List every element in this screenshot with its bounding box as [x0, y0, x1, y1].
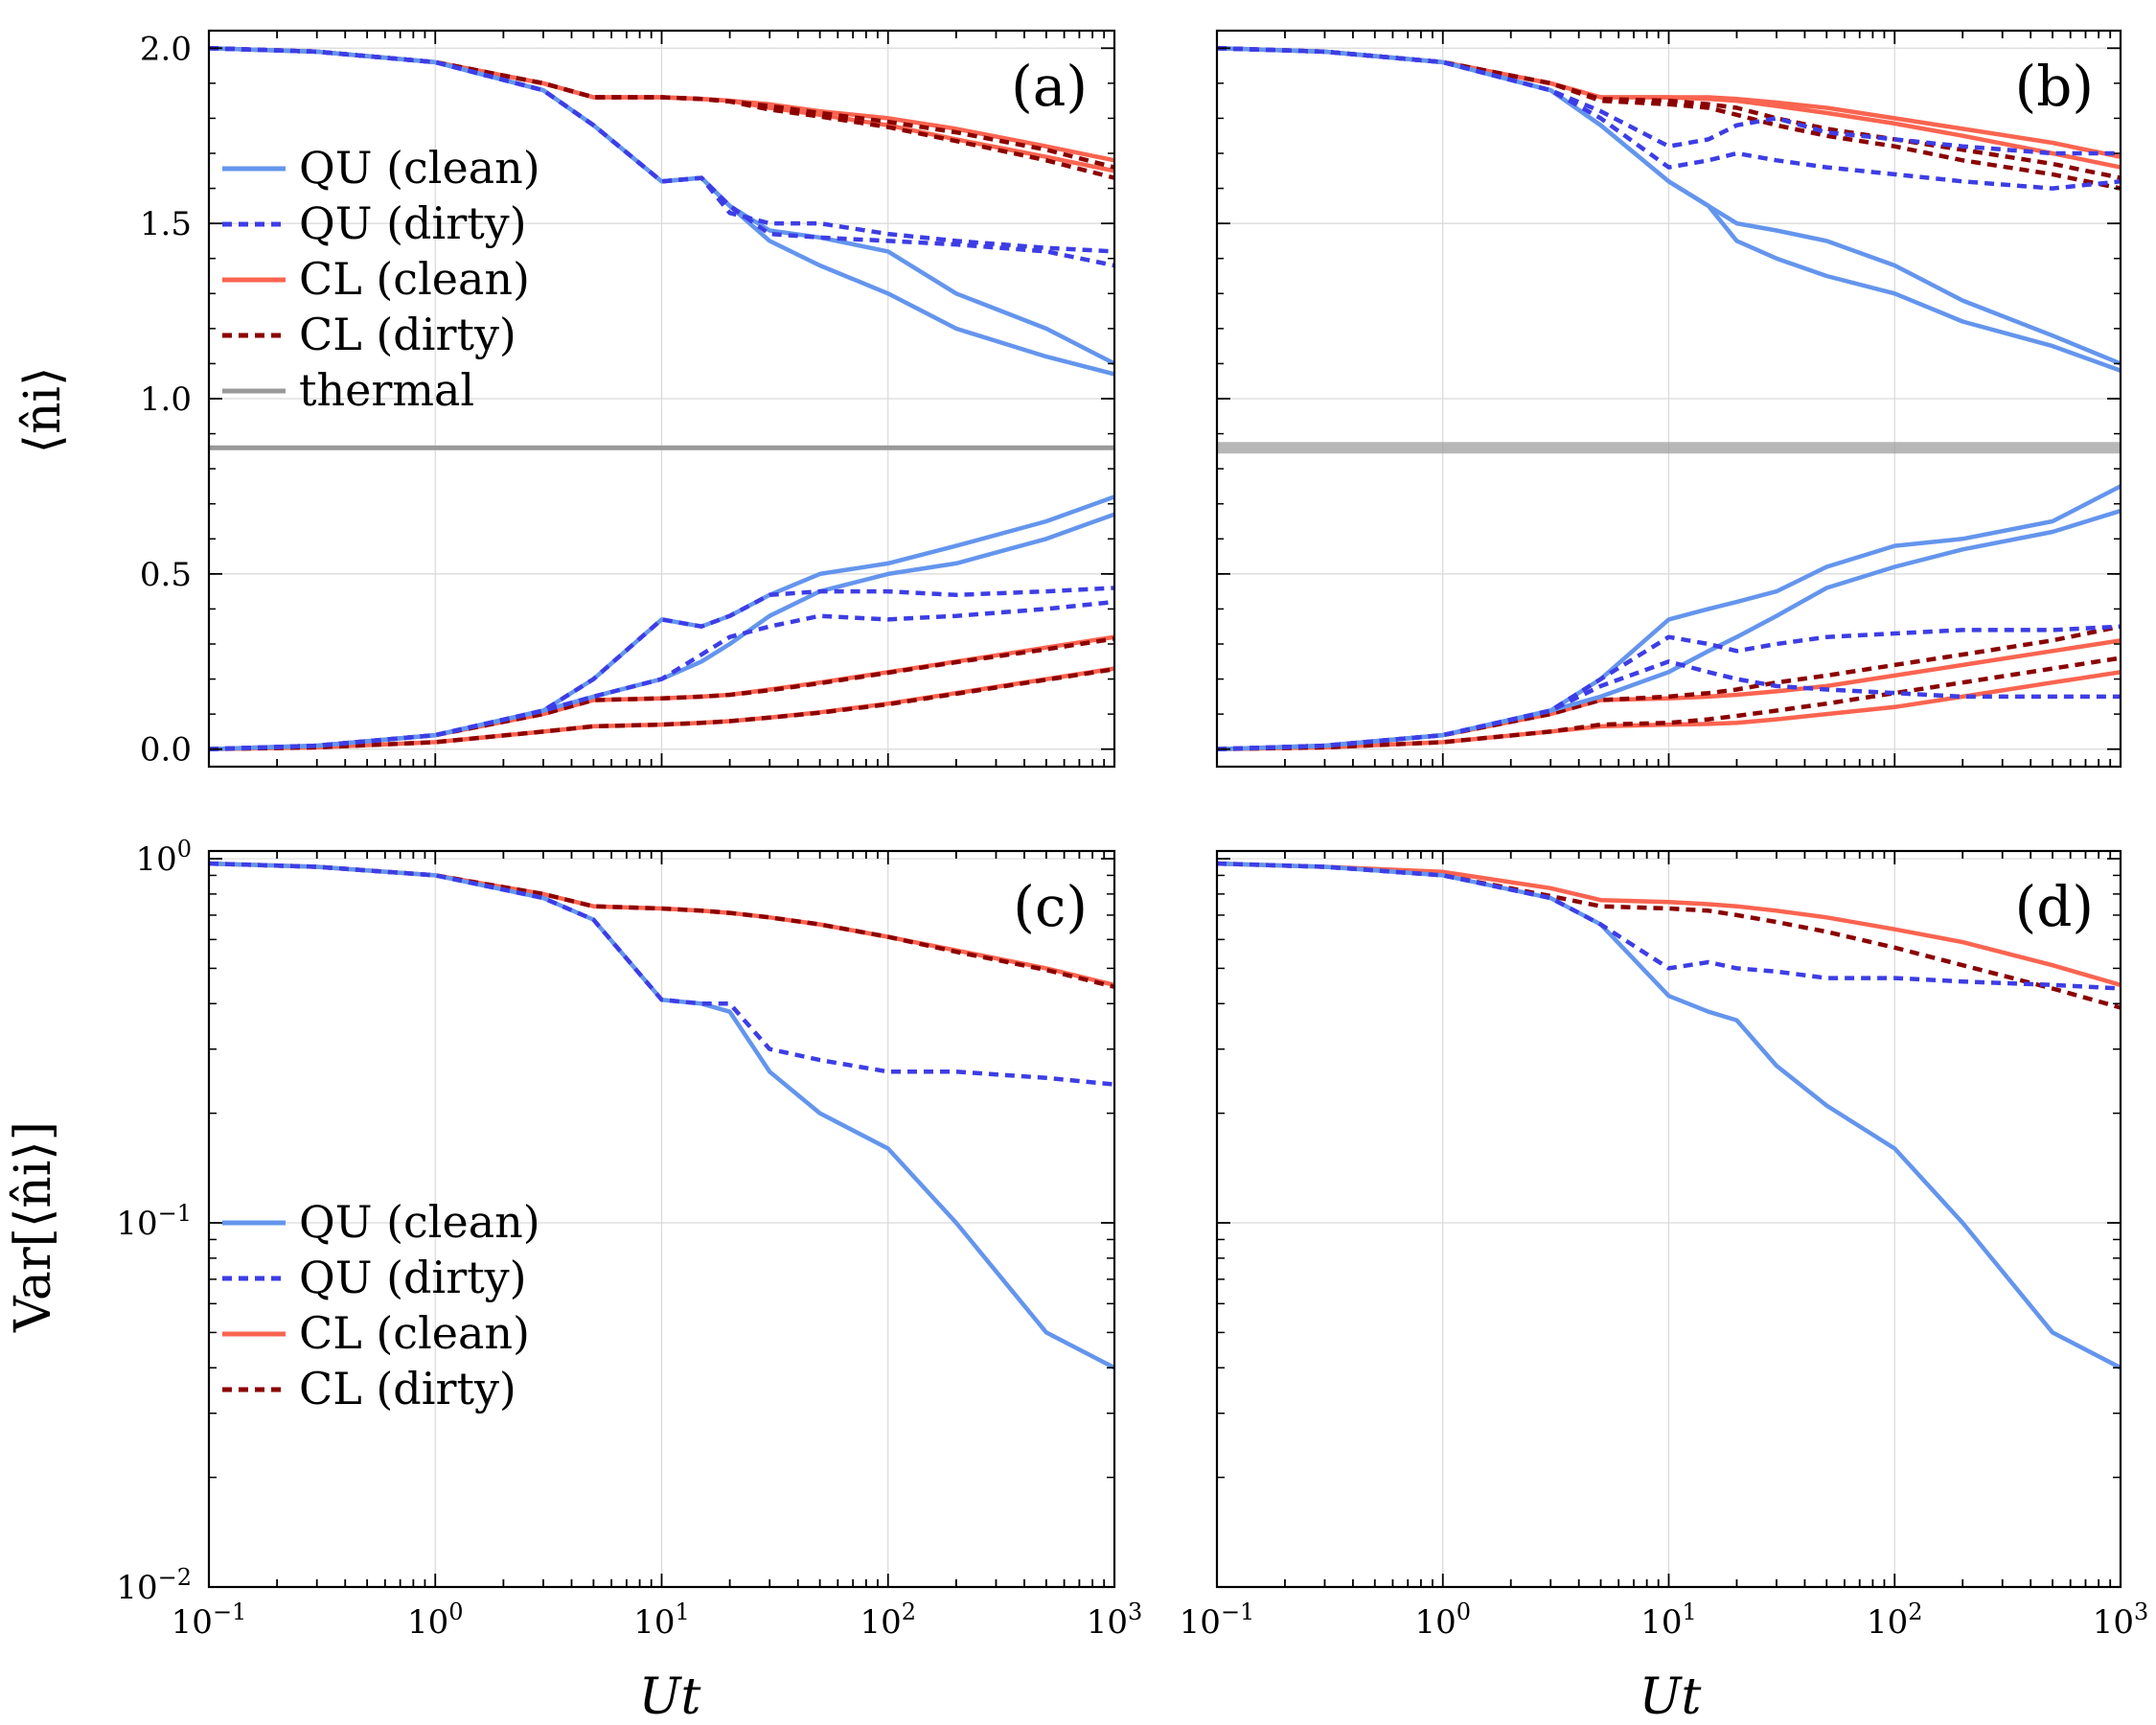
legend-label: QU (dirty)	[299, 197, 527, 249]
x-tick-label: 102	[860, 1598, 916, 1642]
legend-label: CL (clean)	[299, 1307, 530, 1359]
panels-layer: 0.0 0.5 1.0 1.5 2.0 (a) (b) 10−1 100 101 102 103 100…	[116, 29, 2149, 1642]
plot-area-b	[1217, 46, 2121, 751]
y-tick-label: 2.0	[140, 30, 192, 68]
legend-label: QU (clean)	[299, 1196, 540, 1248]
x-tick-label: 100	[407, 1598, 464, 1642]
x-tick-label: 10−1	[172, 1598, 247, 1642]
legend-label: QU (clean)	[299, 142, 540, 194]
panel-d: 10−1 100 101 102 103 (d)	[1180, 849, 2149, 1642]
y-tick-label: 1.0	[140, 380, 192, 419]
x-tick-label: 103	[1087, 1598, 1143, 1642]
bottom-y-axis-title: Var[⟨n̂i⟩]	[5, 1121, 62, 1333]
plot-area-a	[209, 46, 1114, 751]
panel-label-c: (c)	[1013, 874, 1088, 939]
series-line-qu-dirty	[209, 599, 1114, 751]
panel-label-b: (b)	[2015, 54, 2094, 119]
y-tick-label: 100	[135, 836, 192, 879]
x-axis-title-right: Ut	[1640, 1668, 1702, 1725]
y-tick-label: 10−1	[116, 1200, 192, 1243]
series-line-cl-dirty	[209, 667, 1114, 751]
legend-label: CL (clean)	[299, 253, 530, 305]
x-axis-title-left: Ut	[639, 1668, 701, 1725]
series-line-qu-dirty	[1217, 861, 2121, 991]
plot-area-d	[1217, 861, 2121, 1370]
x-tick-label: 102	[1867, 1598, 1923, 1642]
x-tick-label: 100	[1414, 1598, 1471, 1642]
plot-area-c	[209, 861, 1114, 1370]
x-tick-label: 101	[1640, 1598, 1697, 1642]
y-tick-label: 1.5	[140, 205, 192, 243]
series-line-qu-dirty	[1217, 46, 2121, 191]
legend-label: CL (dirty)	[299, 1363, 516, 1414]
legend-label: QU (dirty)	[299, 1252, 527, 1303]
series-line-qu-dirty	[1217, 659, 2121, 751]
legend-label: CL (dirty)	[299, 309, 516, 360]
y-tick-label: 0.5	[140, 556, 192, 594]
series-line-cl-clean	[1217, 861, 2121, 987]
x-tick-label: 10−1	[1180, 1598, 1255, 1642]
panel-label-d: (d)	[2015, 874, 2094, 939]
legend-label: thermal	[299, 364, 474, 416]
series-line-cl-clean	[1217, 670, 2121, 751]
panel-a: 0.0 0.5 1.0 1.5 2.0 (a)	[140, 29, 1116, 770]
series-line-qu-dirty	[209, 46, 1114, 268]
y-tick-label: 0.0	[140, 731, 192, 770]
series-line-cl-dirty	[1217, 656, 2121, 751]
legend-top: QU (clean)QU (dirty)CL (clean)CL (dirty)…	[222, 142, 540, 416]
panel-b: (b)	[1215, 29, 2122, 769]
top-y-axis-title: ⟨n̂i⟩	[14, 367, 72, 454]
y-tick-label: 10−2	[116, 1564, 192, 1607]
series-line-qu-dirty	[209, 861, 1114, 1087]
legend-bottom: QU (clean)QU (dirty)CL (clean)CL (dirty)	[222, 1196, 540, 1414]
x-tick-label: 103	[2093, 1598, 2149, 1642]
panel-label-a: (a)	[1011, 54, 1088, 119]
x-tick-label: 101	[633, 1598, 690, 1642]
